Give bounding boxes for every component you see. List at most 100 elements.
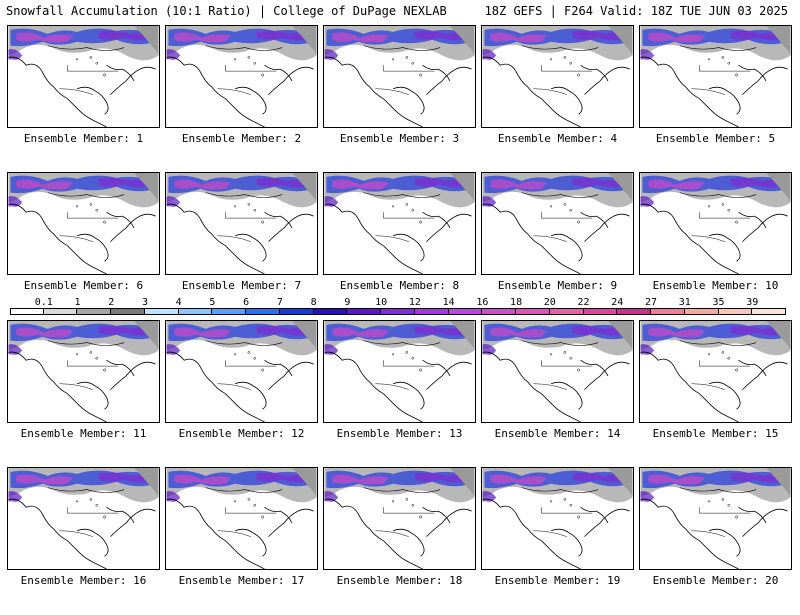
scale-tick-label: 10 (375, 297, 388, 308)
snowfall-map (7, 172, 160, 275)
ensemble-member-panel: Ensemble Member: 1 (7, 25, 160, 173)
ensemble-member-label: Ensemble Member: 19 (494, 574, 621, 587)
ensemble-member-label: Ensemble Member: 5 (655, 132, 776, 145)
scale-swatch (77, 308, 112, 315)
scale-swatch (212, 308, 247, 315)
ensemble-member-label: Ensemble Member: 15 (652, 427, 779, 440)
scale-tick-label: 20 (543, 297, 556, 308)
model-run-info: 18Z GEFS | F264 Valid: 18Z TUE JUN 03 20… (484, 4, 788, 18)
scale-swatch (144, 308, 179, 315)
snowfall-map (639, 320, 792, 423)
scale-swatch (482, 308, 517, 315)
ensemble-member-label: Ensemble Member: 16 (20, 574, 147, 587)
scale-swatch (684, 308, 719, 315)
ensemble-member-label: Ensemble Member: 8 (339, 279, 460, 292)
scale-frame (10, 308, 786, 315)
scale-swatch (178, 308, 213, 315)
scale-swatch (549, 308, 584, 315)
scale-tick-label: 2 (108, 297, 115, 308)
scale-tick-label: 9 (344, 297, 351, 308)
ensemble-member-panel: Ensemble Member: 10 (639, 172, 792, 320)
ensemble-member-panel: Ensemble Member: 12 (165, 320, 318, 468)
ensemble-member-label: Ensemble Member: 9 (497, 279, 618, 292)
ensemble-member-label: Ensemble Member: 6 (23, 279, 144, 292)
scale-tick-label: 8 (310, 297, 317, 308)
ensemble-member-label: Ensemble Member: 10 (652, 279, 779, 292)
scale-swatch (651, 308, 685, 315)
scale-tick-label: 18 (510, 297, 523, 308)
ensemble-member-label: Ensemble Member: 17 (178, 574, 305, 587)
scale-tick-label: 7 (276, 297, 283, 308)
snowfall-map (165, 25, 318, 128)
ensemble-member-panel: Ensemble Member: 5 (639, 25, 792, 173)
scale-swatch (381, 308, 415, 315)
ensemble-member-panel: Ensemble Member: 7 (165, 172, 318, 320)
snowfall-map (323, 25, 476, 128)
snowfall-map (165, 320, 318, 423)
scale-tick-label: 35 (712, 297, 725, 308)
scale-tick-label: 16 (476, 297, 489, 308)
scale-swatch (279, 308, 314, 315)
ensemble-member-panel: Ensemble Member: 13 (323, 320, 476, 468)
snowfall-map (165, 467, 318, 570)
ensemble-member-panel: Ensemble Member: 16 (7, 467, 160, 615)
scale-swatch (414, 308, 449, 315)
snowfall-map (7, 467, 160, 570)
ensemble-member-panel: Ensemble Member: 9 (481, 172, 634, 320)
snowfall-map (481, 25, 634, 128)
ensemble-member-panel: Ensemble Member: 14 (481, 320, 634, 468)
scale-tick-label: 14 (442, 297, 455, 308)
scale-swatch (111, 308, 145, 315)
snowfall-map (481, 320, 634, 423)
ensemble-member-label: Ensemble Member: 1 (23, 132, 144, 145)
scale-swatch (10, 308, 44, 315)
ensemble-member-label: Ensemble Member: 7 (181, 279, 302, 292)
scale-swatch (246, 308, 280, 315)
scale-tick-label: 27 (645, 297, 658, 308)
ensemble-member-label: Ensemble Member: 14 (494, 427, 621, 440)
scale-tick-label: 5 (209, 297, 216, 308)
scale-swatch (583, 308, 618, 315)
ensemble-member-label: Ensemble Member: 12 (178, 427, 305, 440)
snowfall-map (481, 467, 634, 570)
ensemble-member-panel: Ensemble Member: 3 (323, 25, 476, 173)
snowfall-color-scale: 0.1 1 2 3 4 5 6 7 8 9 10 12 14 16 18 20 22 24 27 31 35 39 (10, 298, 786, 316)
ensemble-member-panel: Ensemble Member: 20 (639, 467, 792, 615)
ensemble-member-panel: Ensemble Member: 15 (639, 320, 792, 468)
snowfall-map (323, 172, 476, 275)
scale-swatch (43, 308, 78, 315)
ensemble-member-panel: Ensemble Member: 8 (323, 172, 476, 320)
ensemble-member-label: Ensemble Member: 18 (336, 574, 463, 587)
snowfall-map (639, 467, 792, 570)
scale-swatch (347, 308, 382, 315)
scale-tick-label: 3 (141, 297, 148, 308)
ensemble-member-label: Ensemble Member: 13 (336, 427, 463, 440)
ensemble-member-label: Ensemble Member: 20 (652, 574, 779, 587)
ensemble-member-panel: Ensemble Member: 11 (7, 320, 160, 468)
ensemble-member-label: Ensemble Member: 3 (339, 132, 460, 145)
ensemble-member-panel: Ensemble Member: 2 (165, 25, 318, 173)
scale-swatch (617, 308, 652, 315)
ensemble-member-label: Ensemble Member: 11 (20, 427, 147, 440)
snowfall-map (639, 172, 792, 275)
scale-tick-label: 0.1 (34, 297, 53, 308)
scale-swatch (516, 308, 550, 315)
snowfall-map (165, 172, 318, 275)
scale-swatch (448, 308, 483, 315)
snowfall-map (323, 320, 476, 423)
ensemble-member-panel: Ensemble Member: 18 (323, 467, 476, 615)
snowfall-map (323, 467, 476, 570)
snowfall-map (481, 172, 634, 275)
scale-swatch (718, 308, 753, 315)
scale-tick-label: 6 (243, 297, 250, 308)
ensemble-member-panel: Ensemble Member: 19 (481, 467, 634, 615)
scale-tick-label: 39 (746, 297, 759, 308)
snowfall-map (7, 320, 160, 423)
ensemble-member-panel: Ensemble Member: 17 (165, 467, 318, 615)
map-title: Snowfall Accumulation (10:1 Ratio) | Col… (6, 4, 447, 18)
ensemble-member-panel: Ensemble Member: 6 (7, 172, 160, 320)
ensemble-member-label: Ensemble Member: 2 (181, 132, 302, 145)
scale-tick-label: 24 (611, 297, 624, 308)
scale-tick-label: 22 (577, 297, 590, 308)
snowfall-map (639, 25, 792, 128)
